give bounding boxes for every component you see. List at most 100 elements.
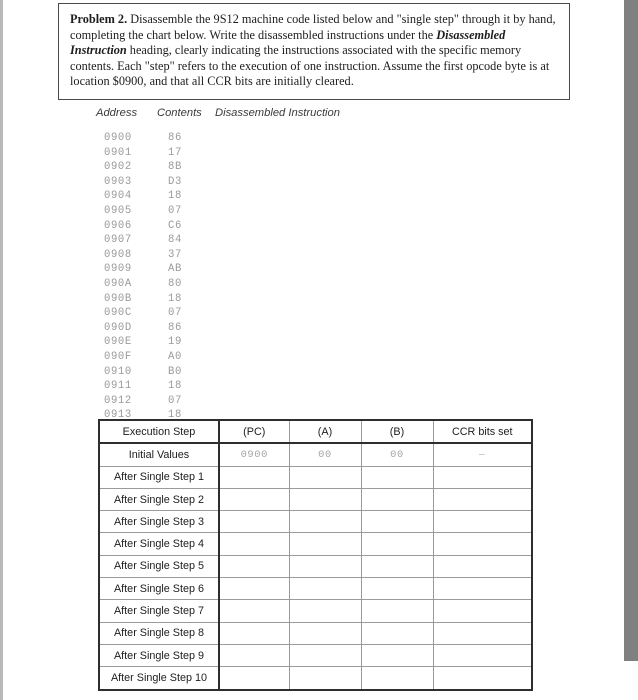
cell-a[interactable] [288, 666, 362, 691]
cell-b[interactable] [360, 666, 434, 691]
cell-ccr[interactable] [432, 643, 533, 668]
step-label-cell: After Single Step 2 [98, 487, 220, 512]
cell-b[interactable] [360, 487, 434, 512]
memory-address: 090C [104, 307, 132, 320]
memory-contents: 8B [168, 161, 182, 174]
problem-statement-text: Problem 2. Disassemble the 9S12 machine … [70, 12, 558, 90]
cell-b[interactable]: 00 [360, 442, 434, 467]
cell-ccr[interactable] [432, 510, 533, 534]
cell-b[interactable] [360, 554, 434, 579]
listing-header-contents: Contents [157, 107, 202, 119]
cell-ccr[interactable] [432, 532, 533, 556]
column-header-execution-step: Execution Step [98, 418, 220, 445]
cell-ccr[interactable] [432, 577, 533, 601]
memory-contents: B0 [168, 365, 182, 378]
memory-contents: A0 [168, 350, 182, 363]
cell-pc[interactable] [218, 599, 290, 623]
memory-address: 0907 [104, 234, 132, 247]
table-row: After Single Step 4 [98, 532, 533, 556]
cell-a[interactable] [288, 487, 362, 512]
cell-pc[interactable]: 0900 [218, 442, 290, 467]
cell-ccr[interactable]: – [432, 442, 533, 467]
memory-address: 0909 [104, 263, 132, 276]
memory-contents: 07 [168, 394, 182, 407]
cell-pc[interactable] [218, 487, 290, 512]
memory-address: 0908 [104, 248, 132, 261]
memory-contents: 18 [168, 409, 182, 422]
execution-step-table: Execution Step (PC) (A) (B) CCR bits set… [98, 418, 533, 691]
cell-b[interactable] [360, 621, 434, 645]
cell-b[interactable] [360, 510, 434, 534]
memory-row: 090C 07 [96, 307, 516, 322]
cell-pc[interactable] [218, 621, 290, 645]
memory-address: 0910 [104, 365, 132, 378]
memory-row: 0907 84 [96, 234, 516, 249]
cell-a[interactable] [288, 643, 362, 668]
table-row: After Single Step 8 [98, 621, 533, 645]
step-label-cell: After Single Step 10 [98, 666, 220, 691]
memory-address: 0900 [104, 132, 132, 144]
memory-address: 0901 [104, 146, 132, 159]
cell-b[interactable] [360, 577, 434, 601]
memory-row: 0912 07 [96, 395, 516, 410]
memory-row: 090B 18 [96, 293, 516, 308]
problem-label: Problem 2. [70, 12, 128, 26]
problem-statement-box: Problem 2. Disassemble the 9S12 machine … [58, 3, 570, 100]
cell-pc[interactable] [218, 510, 290, 534]
cell-a[interactable] [288, 577, 362, 601]
cell-b[interactable] [360, 599, 434, 623]
table-row: After Single Step 1 [98, 465, 533, 489]
table-row: After Single Step 5 [98, 554, 533, 579]
memory-contents: 07 [168, 204, 182, 217]
memory-row: 0909 AB [96, 263, 516, 278]
cell-pc[interactable] [218, 577, 290, 601]
memory-contents: 17 [168, 146, 182, 159]
memory-contents: 37 [168, 248, 182, 261]
cell-a[interactable] [288, 554, 362, 579]
memory-row: 0905 07 [96, 205, 516, 220]
column-header-b: (B) [360, 418, 434, 445]
memory-row: 0906 C6 [96, 220, 516, 235]
memory-row: 0911 18 [96, 380, 516, 395]
memory-address: 0913 [104, 409, 132, 422]
table-row: After Single Step 3 [98, 510, 533, 534]
step-label-cell: After Single Step 3 [98, 510, 220, 534]
step-label-cell: After Single Step 1 [98, 465, 220, 489]
cell-ccr[interactable] [432, 554, 533, 579]
cell-ccr[interactable] [432, 465, 533, 489]
memory-contents: 18 [168, 292, 182, 305]
cell-pc[interactable] [218, 532, 290, 556]
cell-a[interactable] [288, 510, 362, 534]
cell-ccr[interactable] [432, 599, 533, 623]
memory-address: 0904 [104, 190, 132, 203]
step-label-cell: After Single Step 9 [98, 643, 220, 668]
cell-a[interactable] [288, 599, 362, 623]
memory-row: 0901 17 [96, 147, 516, 162]
cell-ccr[interactable] [432, 666, 533, 691]
memory-listing: Address Contents Disassembled Instructio… [96, 107, 516, 438]
cell-a[interactable] [288, 621, 362, 645]
memory-contents: 18 [168, 190, 182, 203]
cell-a[interactable] [288, 465, 362, 489]
memory-address: 090B [104, 292, 132, 305]
cell-a[interactable] [288, 532, 362, 556]
cell-a[interactable]: 00 [288, 442, 362, 467]
cell-pc[interactable] [218, 666, 290, 691]
cell-b[interactable] [360, 465, 434, 489]
memory-row: 0910 B0 [96, 366, 516, 381]
cell-pc[interactable] [218, 643, 290, 668]
scan-edge-left [0, 0, 3, 700]
cell-ccr[interactable] [432, 621, 533, 645]
cell-pc[interactable] [218, 554, 290, 579]
cell-pc[interactable] [218, 465, 290, 489]
cell-b[interactable] [360, 643, 434, 668]
cell-ccr[interactable] [432, 487, 533, 512]
memory-address: 0903 [104, 175, 132, 188]
cell-b[interactable] [360, 532, 434, 556]
step-label-cell: After Single Step 6 [98, 577, 220, 601]
memory-address: 090A [104, 277, 132, 290]
memory-row: 0904 18 [96, 190, 516, 205]
problem-emphasis: Disassembled Instruction [70, 27, 506, 58]
step-label-cell: After Single Step 4 [98, 532, 220, 556]
listing-header-disassembled: Disassembled Instruction [215, 107, 340, 119]
